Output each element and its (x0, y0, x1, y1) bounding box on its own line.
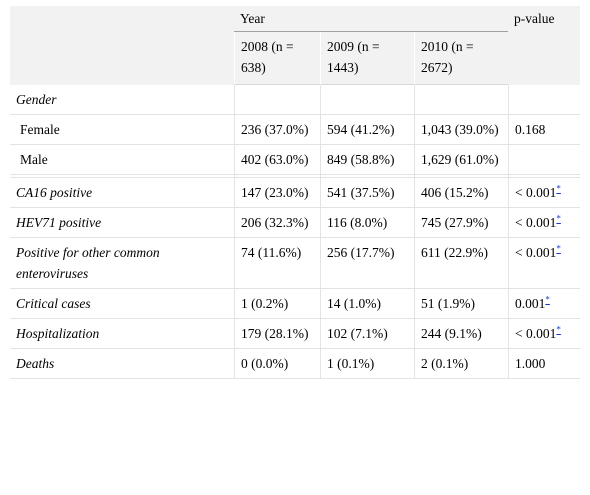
cell-2009: 14 (1.0%) (320, 289, 414, 319)
cell-2010: 1,629 (61.0%) (414, 145, 508, 175)
table-row: Gender (10, 85, 580, 115)
cell-2010: 745 (27.9%) (414, 208, 508, 238)
cell-pvalue (508, 145, 580, 175)
cell-2008: 402 (63.0%) (234, 145, 320, 175)
row-label: Positive for other common enteroviruses (10, 238, 234, 289)
header-row-group: Year p-value (10, 6, 580, 85)
cell-2010: 1,043 (39.0%) (414, 115, 508, 145)
cell-2008 (234, 85, 320, 115)
cell-2009 (320, 85, 414, 115)
cell-2010: 244 (9.1%) (414, 319, 508, 349)
pvalue-text: < 0.001 (515, 245, 557, 260)
cell-2009: 594 (41.2%) (320, 115, 414, 145)
table-row: Positive for other common enteroviruses … (10, 238, 580, 289)
cell-2008: 0 (0.0%) (234, 349, 320, 379)
table-row: CA16 positive 147 (23.0%) 541 (37.5%) 40… (10, 178, 580, 208)
row-label: Deaths (10, 349, 234, 379)
cell-2010: 2 (0.1%) (414, 349, 508, 379)
cell-2008: 1 (0.2%) (234, 289, 320, 319)
cell-2009: 116 (8.0%) (320, 208, 414, 238)
cell-pvalue: < 0.001* (508, 319, 580, 349)
header-row-years: 2008 (n = 638) 2009 (n = 1443) 2010 (n =… (10, 32, 580, 85)
pvalue-text: 0.001 (515, 296, 546, 311)
cell-2008: 74 (11.6%) (234, 238, 320, 289)
row-label: HEV71 positive (10, 208, 234, 238)
year-2008-header: 2008 (n = 638) (234, 32, 320, 85)
cell-pvalue: 1.000 (508, 349, 580, 379)
cell-2010: 51 (1.9%) (414, 289, 508, 319)
cell-2010: 611 (22.9%) (414, 238, 508, 289)
pvalue-text: < 0.001 (515, 326, 557, 341)
cell-pvalue (508, 85, 580, 115)
year-2009-header: 2009 (n = 1443) (320, 32, 414, 85)
table-row: Hospitalization 179 (28.1%) 102 (7.1%) 2… (10, 319, 580, 349)
year-group-header: Year (234, 6, 508, 32)
cell-2008: 179 (28.1%) (234, 319, 320, 349)
cell-2008: 147 (23.0%) (234, 178, 320, 208)
row-label: Female (10, 115, 234, 145)
pvalue-text: < 0.001 (515, 215, 557, 230)
year-2010-header: 2010 (n = 2672) (414, 32, 508, 85)
row-label: Hospitalization (10, 319, 234, 349)
table-row: HEV71 positive 206 (32.3%) 116 (8.0%) 74… (10, 208, 580, 238)
header-corner (10, 6, 234, 85)
row-label: Male (10, 145, 234, 175)
cell-pvalue: 0.001* (508, 289, 580, 319)
footnote-link[interactable]: * (556, 213, 561, 224)
pvalue-header: p-value (508, 6, 580, 85)
cell-pvalue: < 0.001* (508, 208, 580, 238)
spacer-row (10, 175, 580, 178)
table-row: Female 236 (37.0%) 594 (41.2%) 1,043 (39… (10, 115, 580, 145)
cell-pvalue: 0.168 (508, 115, 580, 145)
footnote-link[interactable]: * (556, 183, 561, 194)
table-row: Deaths 0 (0.0%) 1 (0.1%) 2 (0.1%) 1.000 (10, 349, 580, 379)
table-row: Male 402 (63.0%) 849 (58.8%) 1,629 (61.0… (10, 145, 580, 175)
row-label: Gender (10, 85, 234, 115)
cell-pvalue: < 0.001* (508, 178, 580, 208)
footnote-link[interactable]: * (556, 324, 561, 335)
footnote-link[interactable]: * (545, 294, 550, 305)
cell-2010: 406 (15.2%) (414, 178, 508, 208)
cell-2010 (414, 85, 508, 115)
cell-2008: 236 (37.0%) (234, 115, 320, 145)
cell-2008: 206 (32.3%) (234, 208, 320, 238)
cell-pvalue: < 0.001* (508, 238, 580, 289)
row-label: CA16 positive (10, 178, 234, 208)
cell-2009: 1 (0.1%) (320, 349, 414, 379)
footnote-link[interactable]: * (556, 243, 561, 254)
cell-2009: 849 (58.8%) (320, 145, 414, 175)
results-table: Year p-value 2008 (n = 638) 2009 (n = 14… (10, 6, 580, 379)
cell-2009: 541 (37.5%) (320, 178, 414, 208)
table-row: Critical cases 1 (0.2%) 14 (1.0%) 51 (1.… (10, 289, 580, 319)
row-label: Critical cases (10, 289, 234, 319)
pvalue-text: < 0.001 (515, 185, 557, 200)
cell-2009: 256 (17.7%) (320, 238, 414, 289)
cell-2009: 102 (7.1%) (320, 319, 414, 349)
